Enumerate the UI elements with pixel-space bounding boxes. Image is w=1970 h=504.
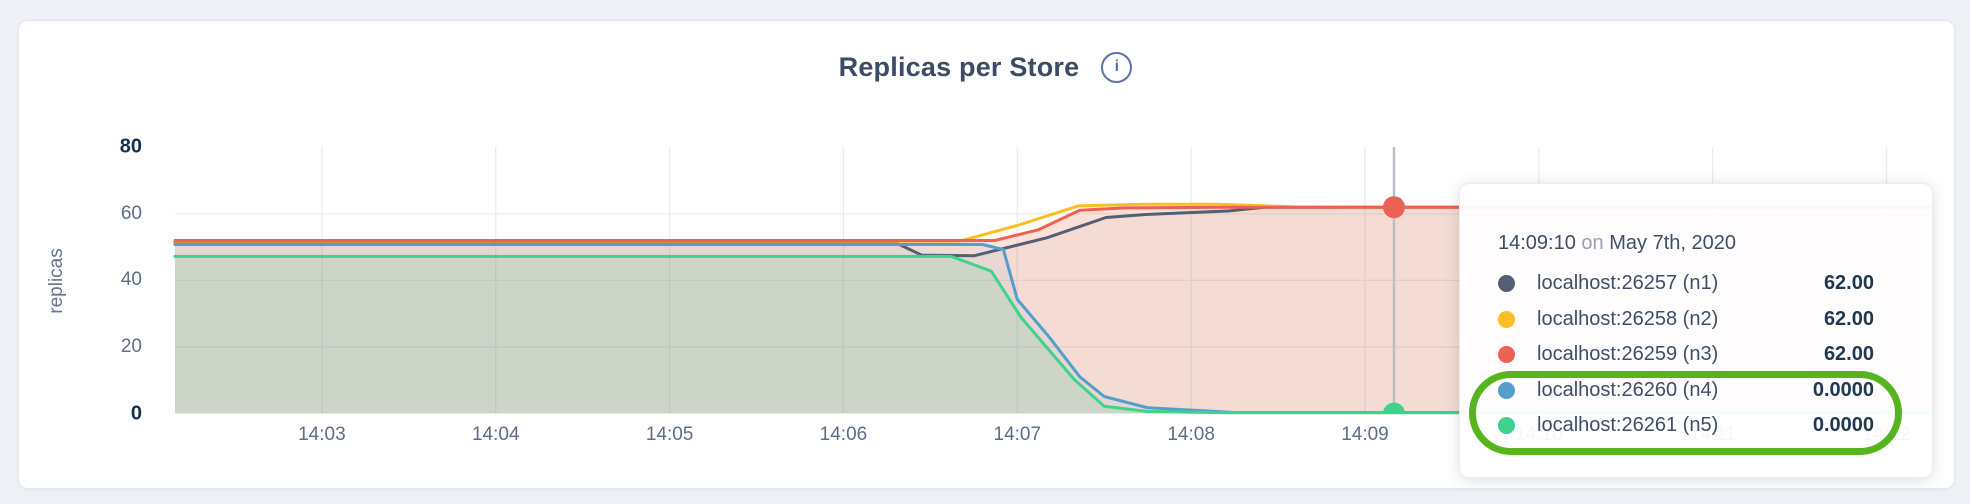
series-line-n3 — [173, 205, 1932, 242]
series-label: localhost:26259 (n3) — [1537, 343, 1719, 366]
hover-dot-n3 — [1382, 196, 1405, 219]
x-tick-label: 14:09 — [1341, 424, 1389, 445]
y-tick-label: 40 — [120, 269, 142, 291]
series-label: localhost:26261 (n5) — [1537, 414, 1719, 437]
series-dot-n3 — [1498, 346, 1515, 364]
hover-dot-n5 — [1382, 402, 1405, 414]
tooltip-timestamp: 14:09:10 on May 7th, 2020 — [1498, 230, 1874, 256]
green-highlight-ellipse — [1469, 371, 1902, 455]
tooltip-conjunction: on — [1581, 232, 1604, 254]
series-label: localhost:26257 (n1) — [1537, 272, 1719, 295]
y-tick-label: 20 — [120, 335, 142, 357]
tooltip-row: localhost:26257 (n1) 62.00 — [1498, 266, 1874, 302]
x-tick-label: 14:08 — [1167, 424, 1215, 445]
y-tick-label: 0 — [130, 402, 142, 424]
x-tick-label: 14:05 — [645, 424, 694, 445]
series-line-n5 — [173, 254, 1932, 415]
x-tick-label: 14:06 — [819, 424, 868, 445]
series-lines — [173, 202, 1932, 415]
tooltip-row: localhost:26258 (n2) 62.00 — [1498, 302, 1874, 338]
series-dot-n1 — [1498, 275, 1515, 293]
x-tick-label: 14:04 — [471, 424, 520, 445]
series-value: 62.00 — [1823, 272, 1874, 295]
x-tick-label: 14:07 — [993, 424, 1042, 445]
tooltip-date: May 7th, 2020 — [1609, 232, 1736, 254]
series-dot-n2 — [1498, 310, 1515, 328]
tooltip-row: localhost:26259 (n3) 62.00 — [1498, 337, 1874, 373]
series-label: localhost:26258 (n2) — [1537, 307, 1719, 330]
hover-dots — [1382, 196, 1405, 414]
series-line-n4 — [173, 243, 1932, 414]
info-icon[interactable]: i — [1101, 51, 1133, 83]
y-tick-label: 80 — [119, 135, 142, 158]
tooltip-time: 14:09:10 — [1498, 232, 1576, 254]
y-tick-label: 60 — [120, 202, 142, 224]
series-area-n5 — [175, 256, 1930, 414]
series-area-n4 — [175, 244, 1930, 414]
series-line-n1 — [173, 205, 1932, 258]
chart-title: Replicas per Store — [838, 51, 1080, 82]
x-tick-label: 14:03 — [298, 424, 346, 445]
series-value: 62.00 — [1823, 343, 1874, 366]
series-value: 62.00 — [1823, 307, 1874, 330]
series-label: localhost:26260 (n4) — [1537, 378, 1719, 401]
chart-header: Replicas per Store i — [18, 49, 1953, 85]
